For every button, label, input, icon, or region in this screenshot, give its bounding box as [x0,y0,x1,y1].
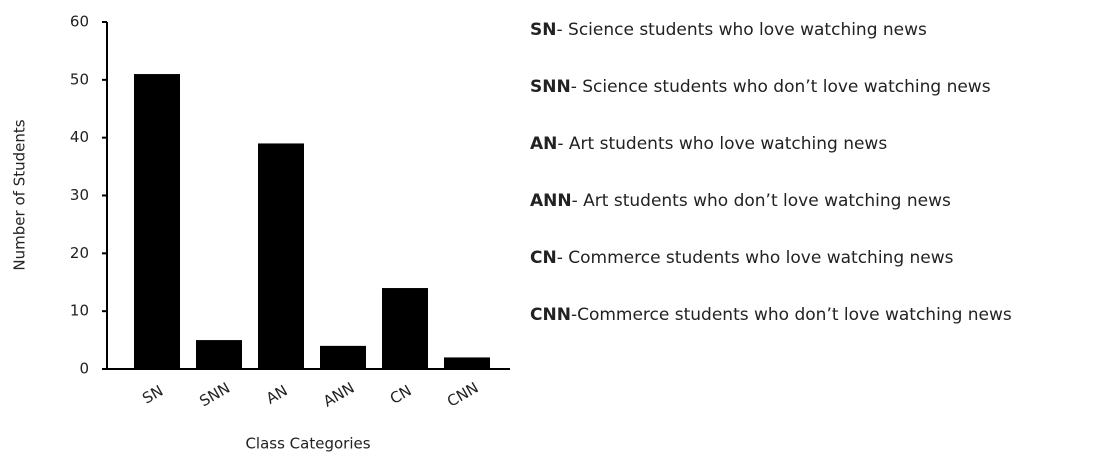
note-text: - Science students who love watching new… [556,20,927,40]
bar [196,340,242,369]
y-tick-label: 30 [70,186,89,204]
x-tick-label: AN [263,381,291,407]
bar [444,357,490,369]
legend-note: ANN- Art students who don’t love watchin… [530,191,951,211]
y-axis-title: Number of Students [11,119,29,270]
bar [320,345,366,369]
y-tick-label: 20 [70,244,89,262]
legend-note: CN- Commerce students who love watching … [530,248,954,268]
y-tick-label: 40 [70,128,89,146]
x-tick-label: SN [139,382,166,408]
note-text: - Science students who don’t love watchi… [571,77,991,97]
x-tick-label: SNN [196,379,233,411]
note-text: - Art students who don’t love watching n… [572,191,951,211]
bar [382,288,428,369]
note-text: - Art students who love watching news [557,134,887,154]
x-tick-label: CN [387,381,415,407]
y-tick-label: 50 [70,70,89,88]
y-tick-label: 10 [70,302,89,320]
y-tick-label: 60 [70,13,89,31]
note-abbr: SNN [530,77,571,97]
note-text: - Commerce students who love watching ne… [557,248,954,268]
note-abbr: ANN [530,191,572,211]
legend-note: AN- Art students who love watching news [530,134,887,154]
note-abbr: AN [530,134,557,154]
legend-note: SNN- Science students who don’t love wat… [530,77,991,97]
x-tick-label: CNN [444,379,482,411]
legend-note: SN- Science students who love watching n… [530,20,927,40]
note-abbr: CNN [530,305,571,325]
y-tick-label: 0 [79,360,89,378]
note-abbr: SN [530,20,556,40]
bar [134,74,180,370]
legend-note: CNN-Commerce students who don’t love wat… [530,305,1012,325]
bar [258,143,304,369]
note-abbr: CN [530,248,557,268]
x-axis-title: Class Categories [245,435,370,453]
x-tick-label: ANN [320,379,357,411]
note-text: -Commerce students who don’t love watchi… [571,305,1012,325]
